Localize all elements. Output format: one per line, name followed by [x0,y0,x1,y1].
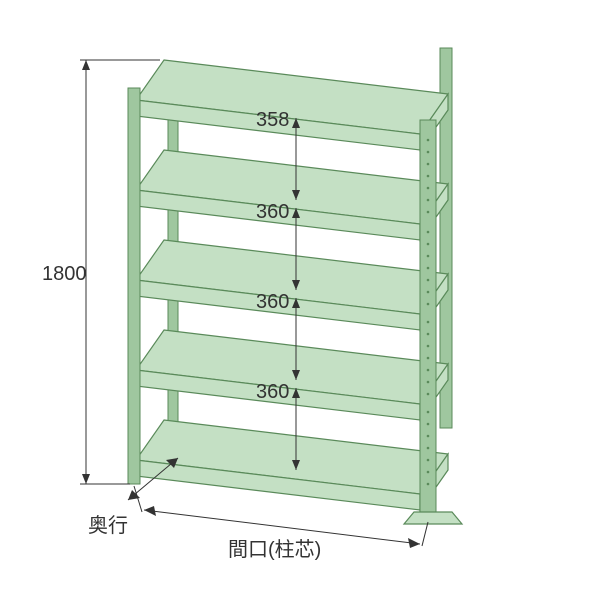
dim-gap3-label: 360 [256,291,289,313]
dim-gap4-label: 360 [256,381,289,403]
dim-total-height-label: 1800 [42,263,87,285]
shelf-1 [136,60,448,150]
shelf-2 [136,150,448,240]
shelving-diagram: 1800 358 360 360 360 奥行 間口(柱芯) [0,0,600,600]
post-front-left [128,88,140,484]
shelf-4 [136,330,448,420]
foot-plate [404,512,462,524]
dim-gap2-label: 360 [256,201,289,223]
dim-depth-label: 奥行 [88,514,128,537]
diagram-svg: 1800 358 360 360 360 奥行 間口(柱芯) [0,0,600,600]
dim-gap1-label: 358 [256,109,289,131]
shelf-3 [136,240,448,330]
dim-width-label: 間口(柱芯) [228,538,321,561]
shelf-5 [136,420,448,510]
